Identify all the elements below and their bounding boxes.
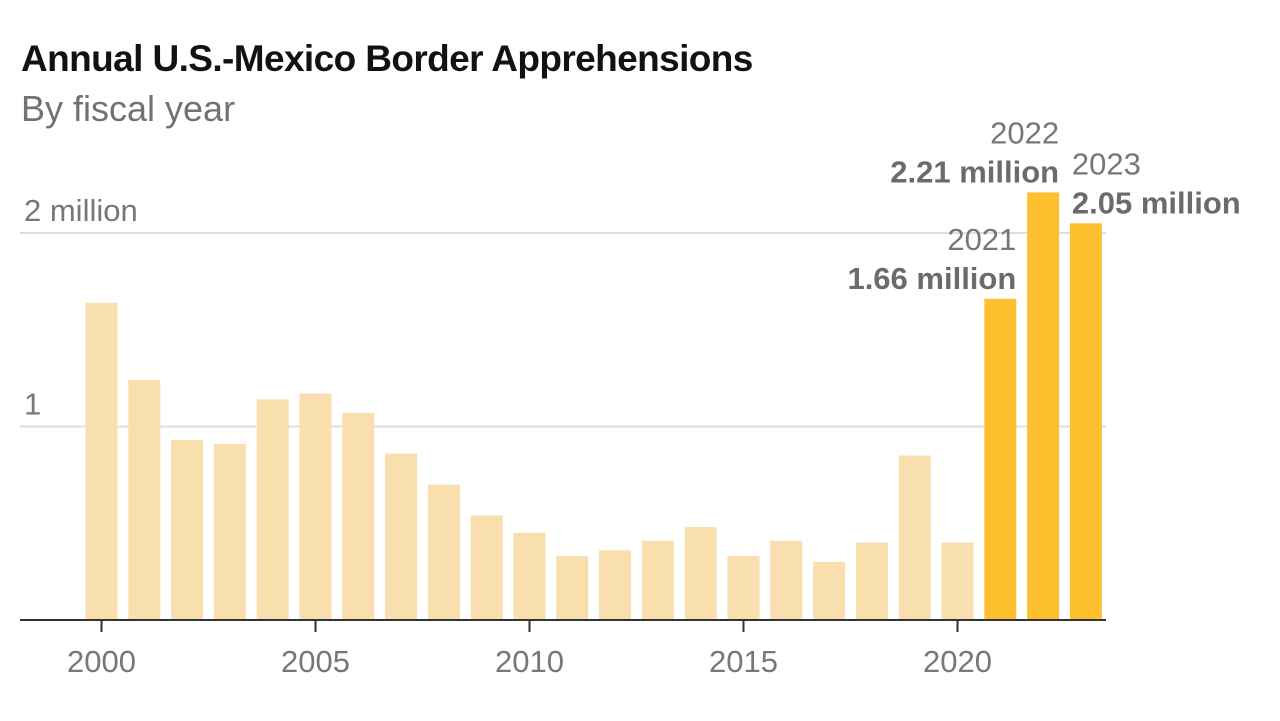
bar-2013 — [641, 540, 674, 620]
chart-subtitle: By fiscal year — [21, 88, 236, 129]
bar-2007 — [385, 453, 418, 620]
bar-2014 — [684, 527, 717, 620]
annotation-value-2021: 1.66 million — [847, 261, 1016, 296]
x-tick-label: 2000 — [67, 644, 136, 679]
bar-2022 — [1027, 192, 1060, 620]
y-tick-label: 2 million — [24, 193, 138, 228]
bar-2009 — [470, 515, 503, 620]
annotations: 2021 1.66 million 2022 2.21 million 2023 2.05… — [847, 115, 1240, 295]
bar-2015 — [727, 556, 760, 620]
bar-2010 — [513, 532, 546, 620]
x-axis: 2000 2005 2010 2015 2020 — [20, 619, 1106, 679]
bar-2012 — [599, 550, 632, 620]
x-tick-label: 2005 — [281, 644, 350, 679]
bar-2006 — [342, 413, 375, 620]
bars — [85, 192, 1102, 621]
x-tick-label: 2020 — [923, 644, 992, 679]
annotation-year-2022: 2022 — [990, 115, 1059, 150]
annotation-year-2021: 2021 — [947, 222, 1016, 257]
annotation-value-2022: 2.21 million — [890, 154, 1059, 189]
bar-2023 — [1069, 223, 1102, 621]
bar-2008 — [427, 484, 460, 620]
bar-2011 — [556, 556, 589, 620]
bar-2005 — [299, 393, 332, 620]
annotation-value-2023: 2.05 million — [1072, 185, 1241, 220]
bar-2016 — [770, 540, 803, 620]
chart-title: Annual U.S.-Mexico Border Apprehensions — [21, 38, 753, 79]
x-tick-label: 2015 — [709, 644, 778, 679]
annotation-year-2023: 2023 — [1072, 146, 1141, 181]
bar-2004 — [256, 399, 289, 620]
bar-2002 — [171, 440, 204, 620]
y-tick-label: 1 — [24, 387, 41, 422]
bar-2003 — [213, 443, 246, 620]
bar-2020 — [941, 542, 974, 620]
bar-2021 — [984, 298, 1017, 620]
bar-2001 — [128, 380, 161, 620]
x-tick-label: 2010 — [495, 644, 564, 679]
bar-2018 — [855, 542, 888, 620]
bar-2019 — [898, 455, 931, 620]
bar-2017 — [813, 562, 846, 620]
bar-2000 — [85, 302, 118, 620]
gridlines: 1 2 million — [20, 193, 1106, 428]
